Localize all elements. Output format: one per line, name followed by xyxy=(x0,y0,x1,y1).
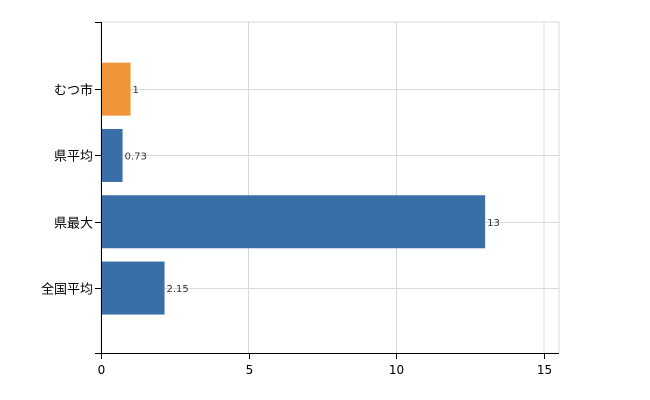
category-label: 県最大 xyxy=(54,217,93,232)
bar-1 xyxy=(101,62,131,116)
bars xyxy=(101,62,486,315)
x-tick-label: 0 xyxy=(98,363,106,377)
axes xyxy=(95,22,559,359)
x-tick-label: 5 xyxy=(246,363,254,377)
data-label: 0.73 xyxy=(125,151,147,162)
category-label: むつ市 xyxy=(54,83,93,99)
category-label: 県平均 xyxy=(54,150,93,165)
data-label: 13 xyxy=(487,218,500,229)
category-label: 全国平均 xyxy=(41,282,93,298)
grid xyxy=(100,21,560,353)
bar-2 xyxy=(101,128,123,182)
bar-4 xyxy=(101,261,165,315)
bar-3 xyxy=(101,195,486,249)
x-tick-label: 15 xyxy=(537,363,552,377)
data-label: 1 xyxy=(133,85,139,96)
x-tick-label: 10 xyxy=(389,363,404,377)
data-label: 2.15 xyxy=(167,284,189,295)
